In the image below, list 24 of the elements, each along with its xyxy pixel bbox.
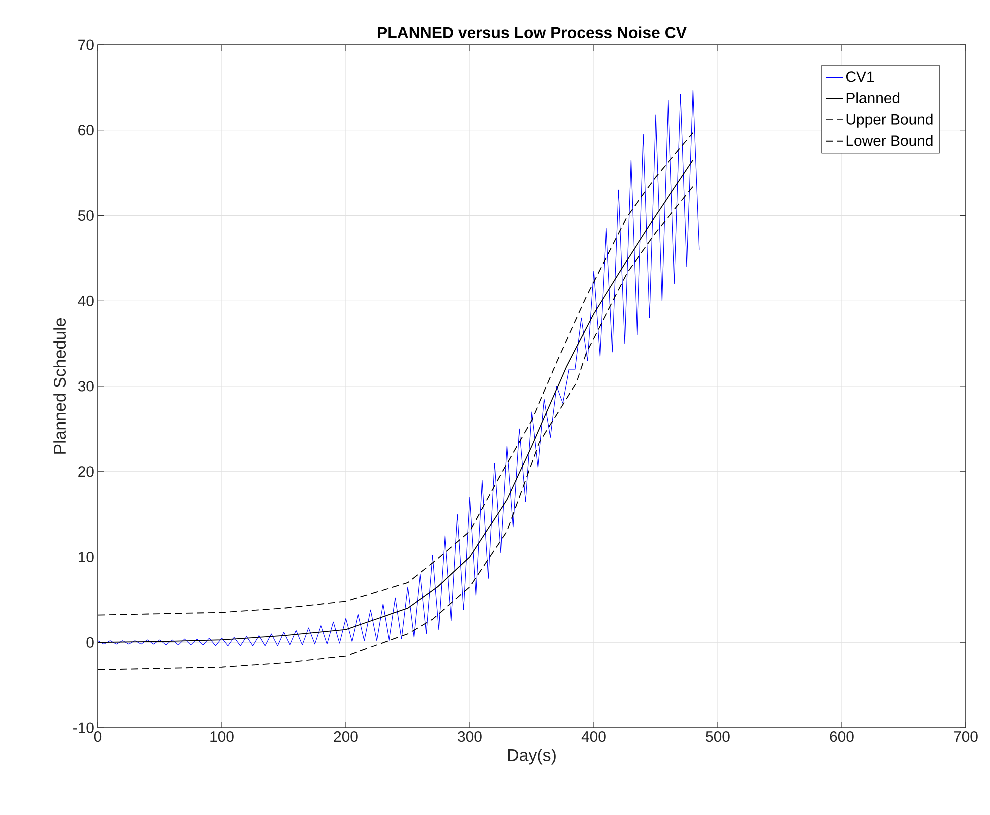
legend-label: Upper Bound [846, 114, 933, 128]
y-tick-label: 50 [78, 210, 94, 222]
legend-label: CV1 [846, 72, 874, 82]
y-tick-label: 30 [78, 381, 94, 392]
x-tick-label: 100 [210, 732, 234, 742]
x-tick-label: 0 [94, 732, 102, 742]
legend-label: Lower Bound [846, 135, 933, 146]
y-tick-label: -10 [74, 722, 94, 734]
x-tick-label: 300 [458, 732, 482, 742]
x-tick-label: 200 [334, 732, 358, 742]
legend-label: Planned [846, 92, 900, 104]
y-tick-label: 0 [86, 637, 94, 648]
y-tick-label: 40 [78, 296, 94, 306]
x-tick-label: 700 [954, 732, 978, 742]
chart-title: PLANNED versus Low Process Noise CV [378, 26, 687, 38]
y-tick-label: 70 [78, 40, 94, 50]
x-tick-label: 500 [706, 732, 730, 742]
y-tick-label: 10 [79, 552, 94, 563]
y-axis-title: Planned Schedule [54, 318, 66, 454]
x-tick-label: 600 [830, 732, 854, 742]
x-axis-title: Day(s) [508, 748, 556, 765]
y-tick-label: 60 [78, 125, 94, 136]
x-tick-label: 400 [582, 732, 606, 742]
y-tick-label: 20 [78, 466, 94, 478]
